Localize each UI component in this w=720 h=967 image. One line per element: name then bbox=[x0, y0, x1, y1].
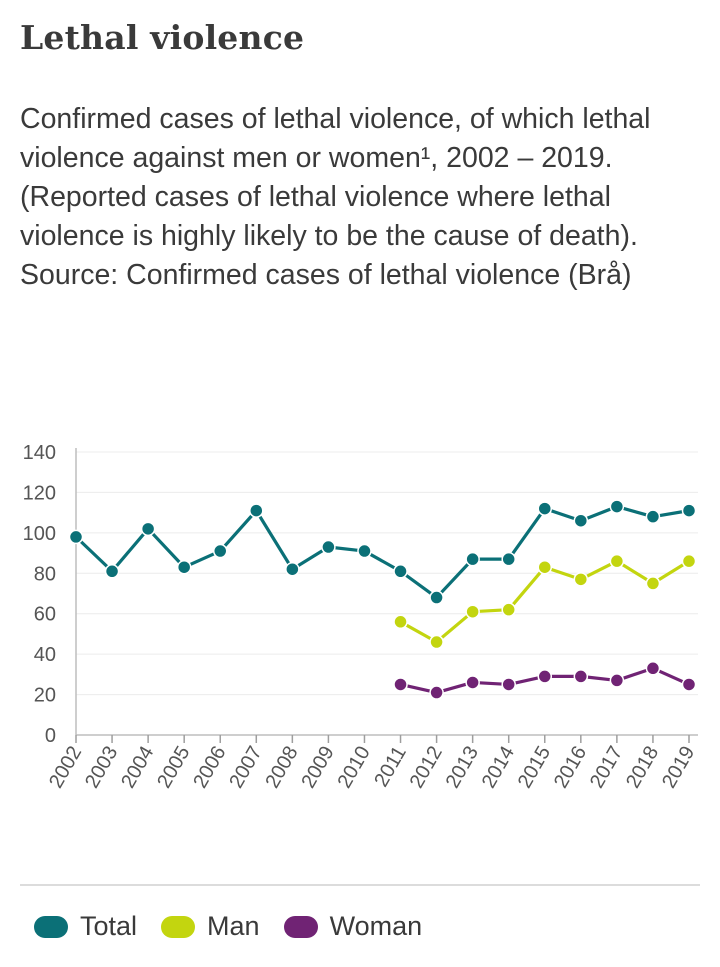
data-point-total bbox=[176, 559, 192, 575]
data-point-total bbox=[104, 564, 120, 579]
y-tick-label: 120 bbox=[23, 482, 56, 504]
x-tick-label: 2019 bbox=[658, 743, 699, 793]
legend-swatch-woman bbox=[283, 915, 318, 938]
legend: Total Man Woman bbox=[34, 911, 446, 942]
x-tick-label: 2015 bbox=[514, 743, 555, 793]
y-tick-label: 80 bbox=[34, 563, 56, 585]
data-point-woman bbox=[645, 661, 661, 676]
data-point-woman bbox=[393, 677, 408, 692]
gridlines bbox=[76, 451, 698, 736]
data-point-total bbox=[609, 499, 625, 514]
data-point-woman bbox=[573, 669, 589, 684]
x-tick-label: 2008 bbox=[261, 743, 302, 793]
x-tick-label: 2004 bbox=[117, 743, 158, 793]
data-point-total bbox=[68, 529, 84, 545]
data-point-woman bbox=[465, 675, 480, 690]
x-tick-label: 2006 bbox=[189, 743, 230, 793]
x-tick-label: 2009 bbox=[297, 743, 338, 793]
data-point-total bbox=[249, 503, 264, 518]
legend-item-woman[interactable]: Woman bbox=[283, 911, 423, 942]
legend-item-total[interactable]: Total bbox=[34, 911, 137, 942]
data-point-total bbox=[393, 564, 408, 579]
y-tick-label: 100 bbox=[23, 523, 56, 545]
y-axis: 0 20 40 60 80 100 120 140 bbox=[23, 442, 77, 747]
data-point-total bbox=[501, 551, 516, 567]
y-tick-label: 20 bbox=[34, 685, 56, 707]
data-point-man bbox=[501, 602, 516, 617]
data-point-woman bbox=[609, 673, 625, 688]
legend-label-man: Man bbox=[207, 911, 260, 941]
x-axis: 2002200320042005200620072008200920102011… bbox=[45, 735, 699, 792]
data-point-woman bbox=[681, 677, 697, 692]
chart-subtitle: Confirmed cases of lethal violence, of w… bbox=[20, 103, 651, 291]
data-point-total bbox=[681, 503, 697, 518]
data-point-man bbox=[609, 553, 625, 569]
data-point-man bbox=[645, 576, 661, 591]
x-tick-label: 2003 bbox=[81, 743, 122, 793]
x-tick-label: 2014 bbox=[478, 743, 519, 793]
series-layer bbox=[68, 499, 697, 700]
legend-swatch-man bbox=[161, 915, 196, 938]
data-point-man bbox=[681, 553, 697, 569]
data-point-total bbox=[537, 501, 553, 516]
series-line-total bbox=[74, 504, 690, 600]
x-tick-label: 2013 bbox=[442, 743, 483, 793]
y-tick-label: 0 bbox=[45, 725, 56, 747]
data-point-total bbox=[465, 551, 480, 567]
data-point-man bbox=[393, 614, 408, 630]
data-point-man bbox=[573, 572, 589, 587]
data-point-man bbox=[537, 559, 553, 575]
x-tick-label: 2010 bbox=[333, 743, 374, 793]
data-point-woman bbox=[501, 677, 516, 692]
legend-label-woman: Woman bbox=[329, 911, 423, 941]
legend-divider bbox=[20, 884, 700, 886]
data-point-man bbox=[429, 634, 444, 650]
x-tick-label: 2002 bbox=[45, 743, 86, 793]
data-point-total bbox=[573, 513, 589, 528]
data-point-total bbox=[321, 539, 336, 555]
x-tick-label: 2007 bbox=[225, 743, 266, 793]
data-point-total bbox=[429, 590, 444, 605]
data-point-man bbox=[465, 604, 480, 619]
x-tick-label: 2005 bbox=[153, 743, 194, 793]
x-tick-label: 2012 bbox=[406, 743, 447, 793]
y-tick-label: 60 bbox=[34, 604, 56, 626]
data-point-woman bbox=[429, 685, 444, 700]
data-point-woman bbox=[537, 669, 553, 684]
legend-swatch-total bbox=[34, 915, 68, 938]
x-tick-label: 2011 bbox=[370, 743, 411, 791]
y-tick-label: 140 bbox=[23, 442, 56, 464]
x-tick-label: 2018 bbox=[622, 743, 663, 793]
legend-item-man[interactable]: Man bbox=[161, 911, 260, 942]
y-tick-label: 40 bbox=[34, 644, 56, 666]
legend-label-total: Total bbox=[80, 911, 138, 941]
data-point-total bbox=[285, 561, 300, 577]
data-point-total bbox=[645, 509, 661, 524]
data-point-total bbox=[140, 521, 156, 537]
data-point-total bbox=[212, 543, 228, 559]
data-point-total bbox=[357, 543, 372, 559]
chart-title: Lethal violence bbox=[20, 18, 305, 57]
x-tick-label: 2016 bbox=[550, 743, 591, 793]
x-tick-label: 2017 bbox=[586, 743, 627, 793]
